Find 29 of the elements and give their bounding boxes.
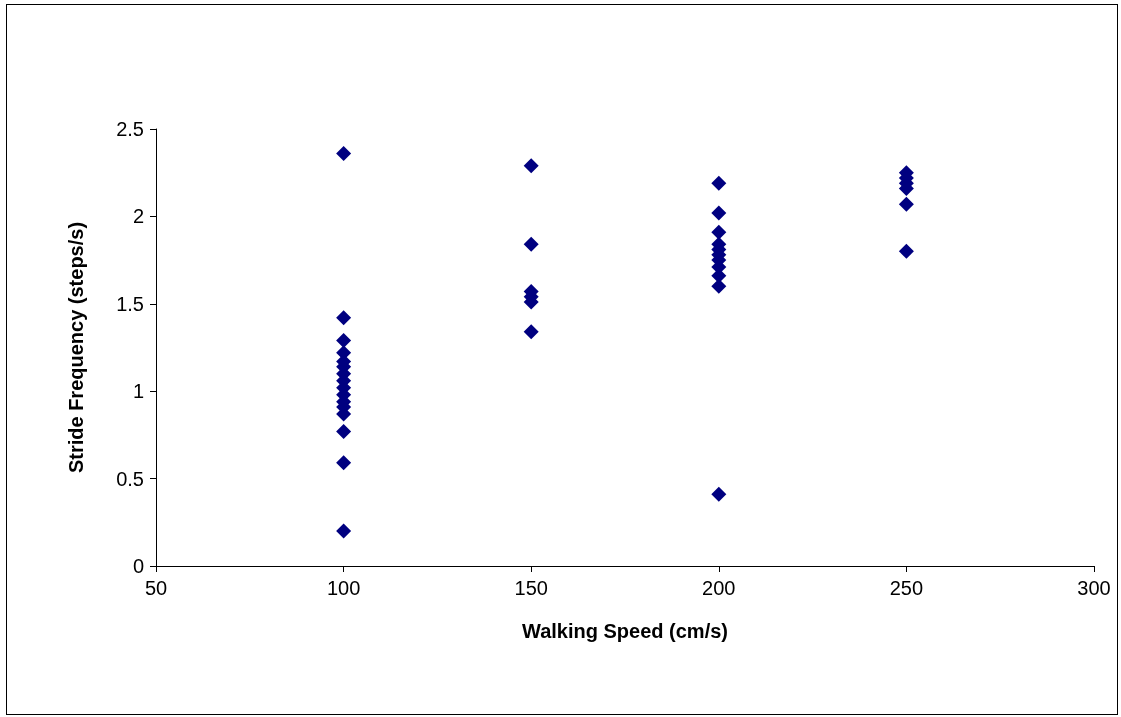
point [336, 145, 352, 161]
point [523, 324, 539, 340]
point [336, 523, 352, 539]
point [711, 175, 727, 191]
point [711, 205, 727, 221]
y-tick-label: 1.5 [116, 292, 144, 315]
point [711, 224, 727, 240]
x-tick-label: 300 [1077, 577, 1111, 599]
x-tick-label: 250 [889, 577, 924, 599]
x-tick-label: 200 [702, 577, 736, 599]
point [898, 243, 914, 259]
x-axis-title: Walking Speed (cm/s) [522, 620, 728, 642]
point [336, 423, 352, 439]
y-tick-label: 0.5 [116, 467, 144, 490]
point [336, 455, 352, 471]
x-tick-label: 150 [514, 577, 548, 599]
y-tick-label: 2 [132, 205, 144, 228]
point [711, 486, 727, 502]
y-axis-title: Stride Frequency (steps/s) [65, 221, 87, 474]
y-tick-label: 1 [132, 380, 144, 403]
x-tick-label: 50 [144, 577, 168, 599]
point [336, 333, 352, 349]
y-tick-label: 0 [132, 555, 144, 577]
point [898, 196, 914, 212]
point [336, 310, 352, 326]
x-tick-label: 100 [326, 577, 361, 599]
point [523, 236, 539, 252]
point [523, 158, 539, 174]
y-tick-label: 2.5 [116, 118, 144, 140]
